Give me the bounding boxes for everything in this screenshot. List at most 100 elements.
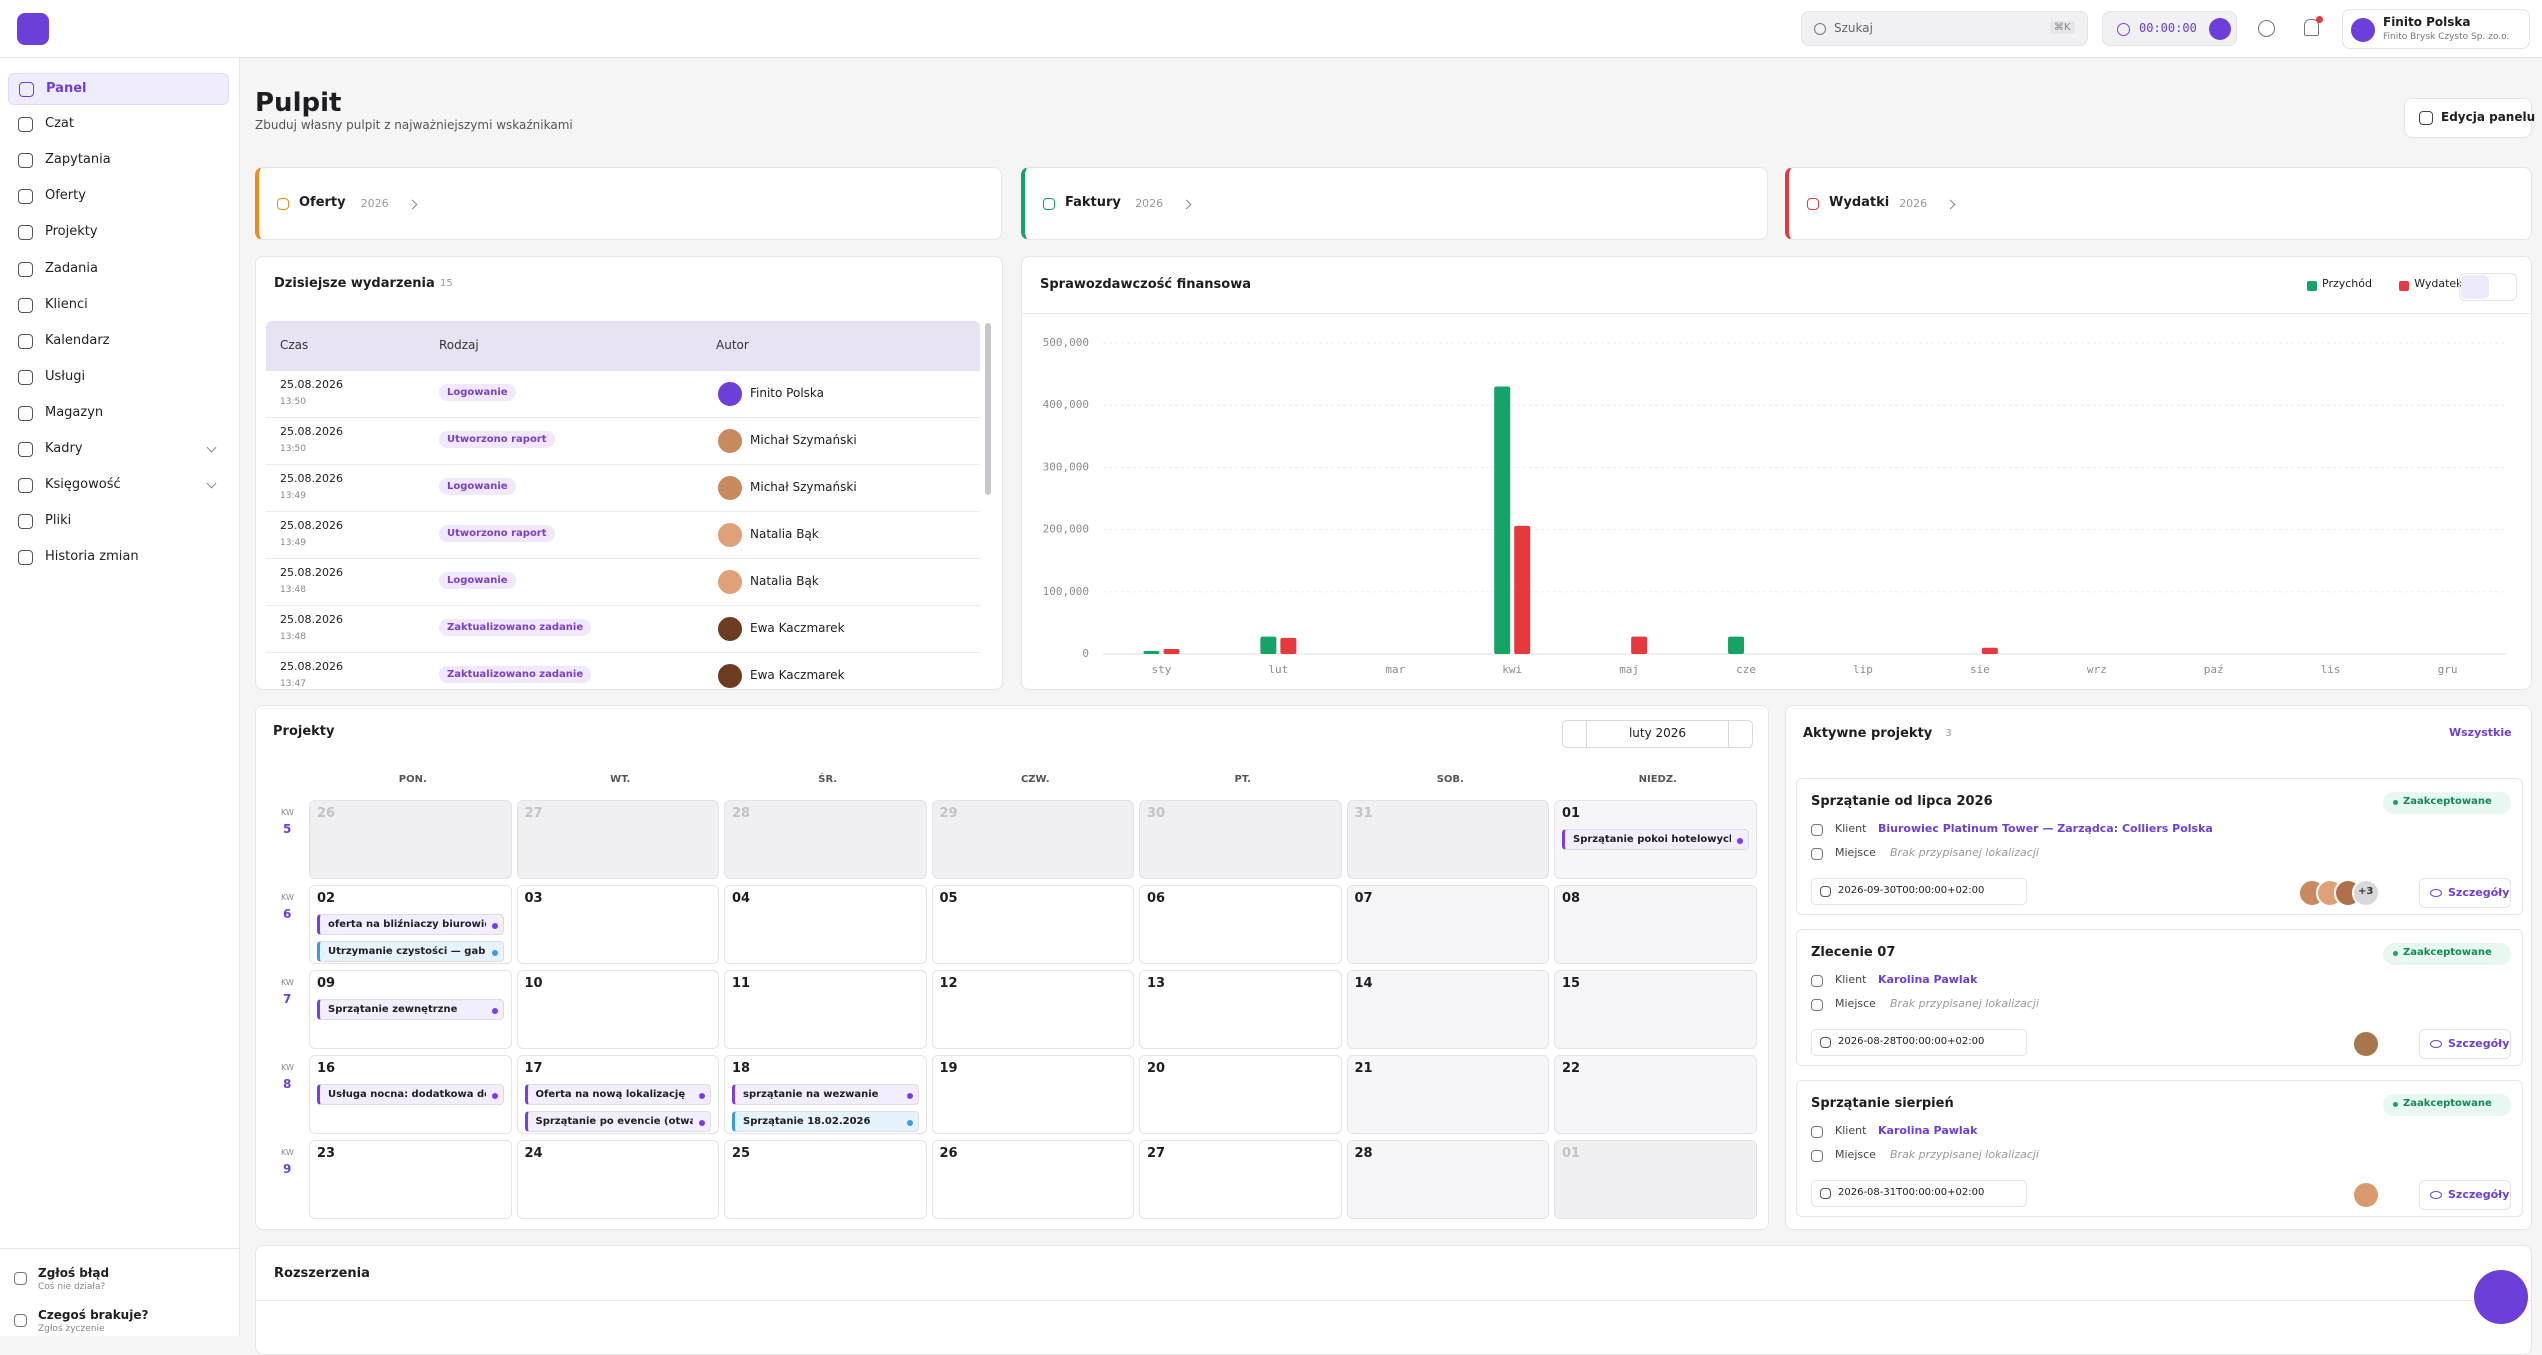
calendar-day[interactable]: 28 [1346, 1140, 1549, 1219]
calendar-day[interactable]: 12 [931, 970, 1134, 1049]
nav-item[interactable]: Zadania [8, 254, 229, 286]
month-next[interactable] [1728, 721, 1752, 747]
nav-item[interactable]: Usługi [8, 362, 229, 394]
calendar-day[interactable]: 28 [724, 800, 927, 879]
calendar-day[interactable]: 27 [1139, 1140, 1342, 1219]
bell-icon[interactable] [2304, 19, 2319, 36]
calendar-day[interactable]: 09 Sprzątanie zewnętrzne [309, 970, 512, 1049]
calendar-day[interactable]: 27 [516, 800, 719, 879]
eye-icon [2430, 1040, 2442, 1048]
nav-item[interactable]: Oferty [8, 181, 229, 213]
calendar-event[interactable]: Sprzątanie zewnętrzne [317, 999, 504, 1020]
week-number: 8 [283, 1077, 292, 1091]
calendar-day[interactable]: 10 [516, 970, 719, 1049]
client-label: Klient [1835, 973, 1867, 986]
event-type: Utworzono raport [439, 431, 555, 448]
nav-item[interactable]: Historia zmian [8, 542, 229, 574]
nav-item[interactable]: Zapytania [8, 145, 229, 177]
logo[interactable] [17, 13, 49, 45]
calendar-day[interactable]: 18 sprzątanie na wezwanie Sprzątanie 18.02… [724, 1055, 927, 1134]
calendar-event[interactable]: Sprzątanie po evencie (otwarcie ... [524, 1111, 711, 1132]
calendar-day[interactable]: 26 [931, 1140, 1134, 1219]
user-menu[interactable]: Finito Polska Finito Brysk Czysto Sp. zo.… [2342, 9, 2530, 49]
calendar-day[interactable]: 06 [1139, 885, 1342, 964]
nav-item[interactable]: Panel [8, 73, 229, 105]
calendar-day[interactable]: 11 [724, 970, 927, 1049]
summary-card[interactable]: Oferty 2026 [255, 167, 1002, 240]
calendar-day[interactable]: 03 [516, 885, 719, 964]
help-icon[interactable] [2258, 20, 2275, 37]
sidebar-footer-item[interactable]: Czegoś brakuje? Zgłoś życzenie [8, 1306, 232, 1342]
events-row: 25.08.2026 13:48 Zaktualizowano zadanie Ewa… [266, 606, 980, 653]
calendar-day[interactable]: 25 [724, 1140, 927, 1219]
calendar-day[interactable]: 13 [1139, 970, 1342, 1049]
calendar-day[interactable]: 29 [931, 800, 1134, 879]
day-number: 26 [939, 1146, 958, 1161]
calendar-day[interactable]: 04 [724, 885, 927, 964]
client-name[interactable]: Biurowiec Platinum Tower — Zarządca: Col… [1878, 822, 2213, 835]
calendar-event[interactable]: Usługa nocna: dodatkowa dezyn... [317, 1084, 504, 1105]
calendar-day[interactable]: 20 [1139, 1055, 1342, 1134]
details-button[interactable]: Szczegóły [2419, 878, 2511, 908]
calendar-day[interactable]: 02 oferta na bliźniaczy biurowiec Utrzyman… [309, 885, 512, 964]
sidebar-footer-item[interactable]: Zgłoś błąd Coś nie działa? [8, 1264, 232, 1300]
nav-item[interactable]: Kadry [8, 434, 229, 466]
nav-item[interactable]: Projekty [8, 217, 229, 249]
nav-item[interactable]: Klienci [8, 290, 229, 322]
calendar-day[interactable]: 23 [309, 1140, 512, 1219]
calendar-day[interactable]: 01 [1554, 1140, 1757, 1219]
calendar-day[interactable]: 31 [1346, 800, 1549, 879]
summary-card[interactable]: Faktury 2026 [1021, 167, 1768, 240]
client-name[interactable]: Karolina Pawlak [1878, 973, 1978, 986]
summary-card[interactable]: Wydatki 2026 [1785, 167, 2532, 240]
event-author: Natalia Bąk [750, 574, 819, 588]
nav-item[interactable]: Magazyn [8, 398, 229, 430]
project-card: Sprzątanie sierpień Zaakceptowane Klient Ka… [1796, 1080, 2523, 1217]
toggle-bar[interactable] [2461, 275, 2489, 299]
fab-button[interactable] [2474, 1270, 2528, 1324]
calendar-event[interactable]: Oferta na nową lokalizację [524, 1084, 711, 1105]
x-tick-label: sie [1970, 663, 1990, 676]
calendar-event[interactable]: oferta na bliźniaczy biurowiec [317, 914, 504, 935]
day-number: 04 [732, 891, 751, 906]
month-prev[interactable] [1563, 721, 1587, 747]
calendar-day[interactable]: 24 [516, 1140, 719, 1219]
details-button[interactable]: Szczegóły [2419, 1180, 2511, 1210]
calendar-day[interactable]: 19 [931, 1055, 1134, 1134]
client-name[interactable]: Karolina Pawlak [1878, 1124, 1978, 1137]
nav-item[interactable]: Kalendarz [8, 326, 229, 358]
day-number: 12 [939, 976, 958, 991]
nav-label: Panel [46, 81, 87, 96]
calendar-day[interactable]: 15 [1554, 970, 1757, 1049]
calendar-day[interactable]: 07 [1346, 885, 1549, 964]
active-projects-link[interactable]: Wszystkie [2449, 726, 2512, 739]
calendar-event[interactable]: Utrzymanie czystości — gabinet... [317, 941, 504, 962]
calendar-day[interactable]: 14 [1346, 970, 1549, 1049]
events-title: Dzisiejsze wydarzenia [274, 276, 435, 291]
timer[interactable]: 00:00:00 [2102, 11, 2237, 46]
calendar-day[interactable]: 16 Usługa nocna: dodatkowa dezyn... [309, 1055, 512, 1134]
calendar-day[interactable]: 08 [1554, 885, 1757, 964]
calendar-day[interactable]: 30 [1139, 800, 1342, 879]
calendar-day[interactable]: 01 Sprzątanie pokoi hotelowych + s... [1554, 800, 1757, 879]
details-label: Szczegóły [2448, 1037, 2510, 1050]
calendar-event[interactable]: sprzątanie na wezwanie [732, 1084, 919, 1105]
nav-chevron [206, 478, 217, 489]
calendar-day[interactable]: 21 [1346, 1055, 1549, 1134]
calendar-event[interactable]: Sprzątanie 18.02.2026 [732, 1111, 919, 1132]
calendar-day[interactable]: 05 [931, 885, 1134, 964]
nav-item[interactable]: Czat [8, 109, 229, 141]
calendar-day[interactable]: 17 Oferta na nową lokalizację Sprzątanie p… [516, 1055, 719, 1134]
search-box[interactable]: Szukaj ⌘K [1801, 11, 2088, 46]
edit-panel-button[interactable]: Edycja panelu [2404, 98, 2535, 138]
calendar-day[interactable]: 26 [309, 800, 512, 879]
events-column: Rodzaj [439, 338, 479, 352]
calendar-day[interactable]: 22 [1554, 1055, 1757, 1134]
active-projects-panel: Aktywne projekty 3 Wszystkie Sprzątanie od … [1785, 705, 2532, 1230]
timer-play[interactable] [2209, 18, 2231, 40]
calendar-event[interactable]: Sprzątanie pokoi hotelowych + s... [1562, 829, 1749, 850]
nav-item[interactable]: Księgowość [8, 470, 229, 502]
nav-item[interactable]: Pliki [8, 506, 229, 538]
details-button[interactable]: Szczegóły [2419, 1029, 2511, 1059]
summary-year: 2026 [1135, 197, 1164, 210]
